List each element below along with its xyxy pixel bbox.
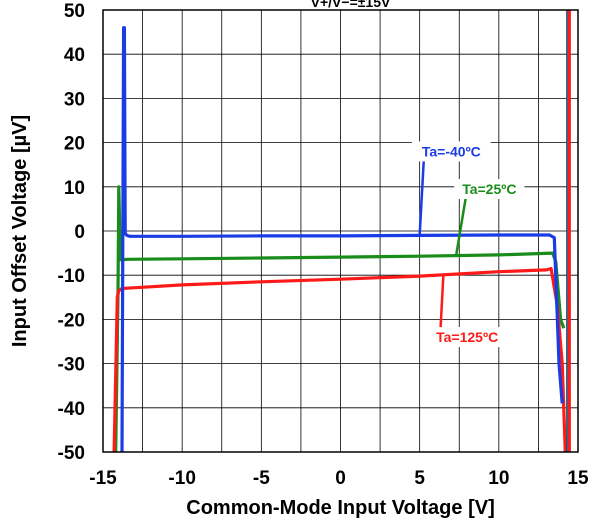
x-tick-label: 15 bbox=[567, 468, 589, 489]
x-tick-labels: -15 -10 -5 0 5 10 15 bbox=[89, 468, 589, 489]
x-tick-label: -10 bbox=[168, 468, 195, 489]
annotation-arrow bbox=[418, 157, 426, 236]
y-tick-label: 10 bbox=[64, 178, 85, 199]
y-tick-label: 40 bbox=[64, 45, 85, 66]
y-tick-label: 20 bbox=[64, 134, 85, 155]
grid bbox=[102, 9, 579, 453]
annotation-box bbox=[454, 179, 525, 200]
x-tick-label: -15 bbox=[89, 468, 117, 489]
y-tick-label: -50 bbox=[58, 443, 85, 464]
x-tick-label: 5 bbox=[414, 468, 425, 489]
annotation-box bbox=[411, 141, 491, 162]
annotation-label: Ta=25ºC bbox=[462, 181, 516, 197]
y-tick-label: -40 bbox=[58, 399, 85, 420]
annotation-box bbox=[427, 327, 507, 348]
y-tick-labels: -50 -40 -30 -20 -10 0 10 20 30 40 50 bbox=[58, 1, 85, 464]
x-tick-label: -5 bbox=[253, 468, 270, 489]
y-tick-label: 50 bbox=[64, 1, 85, 22]
y-tick-label: 0 bbox=[74, 222, 85, 243]
annotation-label: Ta=-40ºC bbox=[422, 143, 481, 159]
x-tick-label: 10 bbox=[488, 468, 509, 489]
x-axis-title: Common-Mode Input Voltage [V] bbox=[186, 497, 495, 519]
supply-label: V+/V−=±15V bbox=[311, 0, 391, 10]
y-tick-label: -30 bbox=[58, 355, 85, 376]
series-line-ta40c bbox=[120, 26, 564, 453]
y-tick-label: 30 bbox=[64, 89, 85, 110]
y-tick-label: -20 bbox=[58, 310, 85, 331]
y-tick-label: -10 bbox=[58, 266, 85, 287]
annotation-arrow bbox=[454, 194, 468, 256]
plot-frame bbox=[102, 9, 579, 453]
series-layer bbox=[112, 10, 571, 453]
annotation-label: Ta=125ºC bbox=[436, 329, 498, 345]
y-axis-title: Input Offset Voltage [µV] bbox=[9, 115, 31, 347]
x-tick-label: 0 bbox=[335, 468, 346, 489]
annotations-layer: Ta=-40ºC Ta=25ºC Ta=125ºC bbox=[411, 141, 525, 348]
